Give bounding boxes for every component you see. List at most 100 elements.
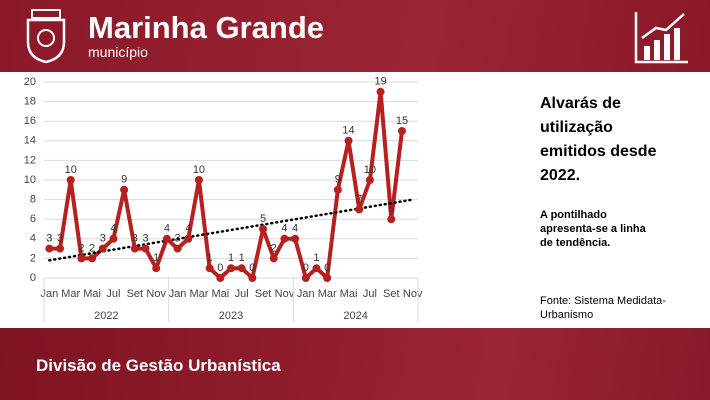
data-point: [301, 274, 310, 282]
data-label: 3: [175, 233, 181, 245]
data-label: 3: [132, 233, 138, 245]
data-label: 4: [292, 223, 298, 235]
data-label: 19: [374, 76, 386, 88]
footer-title: Divisão de Gestão Urbanística: [36, 356, 281, 375]
x-tick-label: Mai: [340, 288, 358, 300]
data-label: 3: [46, 233, 52, 245]
x-tick-label: Jan: [40, 288, 58, 300]
y-tick-label: 20: [24, 76, 36, 88]
data-label: 1: [239, 252, 245, 264]
y-tick-label: 6: [30, 213, 36, 225]
x-tick-label: Set: [127, 288, 144, 300]
data-point: [98, 244, 107, 253]
data-label: 14: [342, 125, 354, 137]
data-label: 3: [57, 233, 63, 245]
data-label: 0: [303, 262, 309, 274]
data-label: 4: [164, 223, 170, 235]
data-label: 0: [324, 262, 330, 274]
x-tick-label: Jul: [363, 288, 377, 300]
x-tick-label: Set: [255, 288, 272, 300]
x-tick-label: Mai: [211, 288, 229, 300]
source: Fonte: Sistema Medidata-Urbanismo: [540, 295, 666, 321]
data-point: [184, 234, 193, 243]
data-point: [227, 264, 235, 273]
data-label: 1: [207, 252, 213, 264]
x-tick-label: Set: [383, 288, 400, 300]
y-tick-label: 8: [30, 194, 36, 206]
data-label: 10: [193, 164, 205, 176]
x-tick-label: Jul: [235, 288, 249, 300]
data-label: 0: [249, 262, 255, 274]
x-tick-label: Jul: [106, 288, 120, 300]
chart-icon: [634, 12, 688, 64]
data-point: [237, 264, 246, 273]
crest-icon: [26, 9, 66, 64]
data-point: [333, 185, 342, 194]
data-point: [248, 274, 257, 282]
data-point: [280, 234, 289, 243]
year-label: 2022: [94, 310, 118, 322]
data-label: 3: [142, 233, 148, 245]
year-label: 2024: [343, 310, 367, 322]
data-label: 15: [396, 115, 408, 127]
trend-line: [48, 198, 414, 262]
data-label: 3: [100, 233, 106, 245]
data-point: [88, 254, 97, 263]
x-tick-label: Nov: [146, 288, 166, 300]
data-label: 6: [388, 203, 394, 215]
data-point: [269, 254, 278, 263]
footer: [0, 328, 710, 400]
x-tick-label: Jan: [169, 288, 187, 300]
data-point: [194, 176, 203, 184]
y-tick-label: 0: [30, 272, 36, 284]
data-point: [397, 127, 406, 135]
side-title: Alvarás de utilização emitidos desde 202…: [540, 95, 657, 184]
data-label: 4: [185, 223, 191, 235]
data-point: [312, 264, 321, 273]
data-label: 2: [271, 242, 277, 254]
data-line: [49, 89, 404, 280]
data-point: [45, 244, 54, 253]
data-label: 2: [89, 242, 95, 254]
y-tick-label: 10: [24, 174, 36, 186]
data-label: 5: [260, 213, 266, 225]
data-point: [355, 205, 364, 214]
data-label: 1: [228, 252, 234, 264]
y-tick-label: 4: [30, 233, 36, 245]
y-tick-label: 16: [24, 115, 36, 127]
data-point: [173, 244, 182, 253]
data-point: [259, 225, 268, 233]
x-tick-label: Jan: [297, 288, 315, 300]
data-label: 10: [364, 164, 376, 176]
x-tick-label: Mar: [189, 288, 208, 300]
data-point: [205, 264, 214, 273]
y-tick-label: 12: [24, 154, 36, 166]
data-point: [56, 244, 65, 253]
x-tick-label: Mar: [318, 288, 337, 300]
y-tick-label: 2: [30, 252, 36, 264]
data-point: [344, 136, 353, 145]
x-tick-label: Nov: [275, 288, 295, 300]
data-point: [162, 234, 171, 243]
data-label: 1: [313, 252, 319, 264]
side-note: A pontilhado apresenta-se a linha de ten…: [540, 209, 646, 249]
data-point: [141, 244, 150, 253]
data-label: 9: [335, 174, 341, 186]
data-point: [120, 185, 129, 194]
data-point: [376, 87, 385, 96]
x-tick-label: Nov: [403, 288, 423, 300]
data-point: [323, 274, 332, 282]
data-point: [152, 264, 161, 273]
data-label: 4: [281, 223, 287, 235]
data-label: 10: [65, 164, 77, 176]
x-tick-label: Mai: [83, 288, 101, 300]
data-label: 9: [121, 174, 127, 186]
data-label: 1: [153, 252, 159, 264]
data-point: [365, 176, 374, 184]
x-tick-label: Mar: [61, 288, 80, 300]
data-label: 2: [78, 242, 84, 254]
brand-subtitle: município: [88, 44, 148, 60]
data-point: [109, 234, 118, 243]
